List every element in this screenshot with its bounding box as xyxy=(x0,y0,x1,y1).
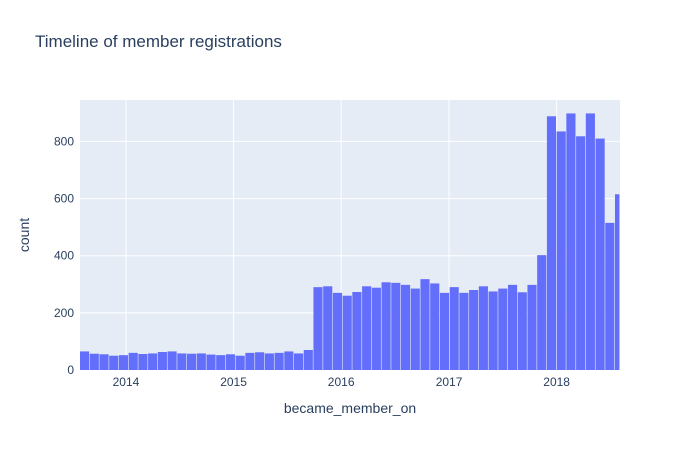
x-tick-label: 2015 xyxy=(220,375,247,389)
histogram-bar[interactable] xyxy=(614,194,620,370)
histogram-bar[interactable] xyxy=(245,352,255,370)
x-tick-label: 2018 xyxy=(543,375,570,389)
histogram-bar[interactable] xyxy=(352,292,362,370)
histogram-bar[interactable] xyxy=(342,295,352,370)
histogram-bar[interactable] xyxy=(225,354,236,370)
histogram-bar[interactable] xyxy=(235,355,245,370)
x-tick-label: 2016 xyxy=(328,375,355,389)
histogram-bar[interactable] xyxy=(576,136,586,370)
x-tick-label: 2017 xyxy=(436,375,463,389)
x-axis-ticks: 2014 2015 2016 2017 2018 xyxy=(113,375,571,389)
histogram-bar[interactable] xyxy=(507,284,518,370)
histogram-bar[interactable] xyxy=(118,355,129,370)
histogram-bar[interactable] xyxy=(556,131,566,370)
histogram-bar[interactable] xyxy=(255,352,265,370)
histogram-bar[interactable] xyxy=(196,353,206,370)
y-tick-label: 600 xyxy=(54,192,74,206)
histogram-bar[interactable] xyxy=(264,353,274,370)
histogram-bar[interactable] xyxy=(439,292,450,370)
y-axis-label: count xyxy=(16,218,32,252)
histogram-bar[interactable] xyxy=(430,283,440,370)
histogram-bar[interactable] xyxy=(80,351,90,370)
histogram-bar[interactable] xyxy=(138,354,148,370)
histogram-bar[interactable] xyxy=(362,286,372,370)
histogram-bar[interactable] xyxy=(177,353,187,370)
histogram-bar[interactable] xyxy=(332,292,343,370)
histogram-bar[interactable] xyxy=(167,351,177,370)
histogram-bar[interactable] xyxy=(605,222,615,370)
histogram-bar[interactable] xyxy=(410,288,420,370)
histogram-bar[interactable] xyxy=(128,352,138,370)
x-axis-label: became_member_on xyxy=(284,400,416,416)
histogram-bar[interactable] xyxy=(293,353,304,370)
bars xyxy=(80,113,620,371)
histogram-bar[interactable] xyxy=(381,282,391,370)
histogram-bar[interactable] xyxy=(498,288,508,370)
histogram-bar[interactable] xyxy=(284,351,294,370)
y-tick-label: 400 xyxy=(54,249,74,263)
y-tick-label: 200 xyxy=(54,306,74,320)
histogram-bar[interactable] xyxy=(459,292,469,370)
histogram-bar[interactable] xyxy=(595,138,605,370)
histogram-bar[interactable] xyxy=(517,292,527,370)
histogram-bar[interactable] xyxy=(216,355,226,370)
histogram-bar[interactable] xyxy=(89,353,99,370)
histogram-bar[interactable] xyxy=(303,350,313,370)
histogram-bar[interactable] xyxy=(400,284,411,370)
x-tick-label: 2014 xyxy=(113,375,140,389)
y-axis-ticks: 0 200 400 600 800 xyxy=(54,134,74,377)
histogram-bar[interactable] xyxy=(391,282,401,370)
histogram-bar[interactable] xyxy=(157,352,167,370)
histogram-bar[interactable] xyxy=(148,353,158,370)
histogram-bar[interactable] xyxy=(313,287,323,370)
histogram-bar[interactable] xyxy=(546,116,557,371)
histogram-bar[interactable] xyxy=(537,255,547,370)
histogram-bar[interactable] xyxy=(566,113,576,370)
histogram-bar[interactable] xyxy=(527,284,537,370)
y-tick-label: 0 xyxy=(67,363,74,377)
chart-title: Timeline of member registrations xyxy=(35,32,282,51)
histogram-bar[interactable] xyxy=(420,279,430,370)
histogram-bar[interactable] xyxy=(488,291,498,370)
histogram-bar[interactable] xyxy=(186,353,197,370)
histogram-bar[interactable] xyxy=(469,290,479,370)
histogram-bar[interactable] xyxy=(585,113,595,370)
histogram-bar[interactable] xyxy=(323,286,333,370)
y-tick-label: 800 xyxy=(54,134,74,148)
histogram-bar[interactable] xyxy=(206,354,216,370)
histogram-bar[interactable] xyxy=(371,287,381,370)
histogram-bar[interactable] xyxy=(99,354,109,370)
histogram-bar[interactable] xyxy=(478,286,488,370)
histogram-bar[interactable] xyxy=(274,352,284,370)
histogram-bar[interactable] xyxy=(109,355,119,370)
histogram-bar[interactable] xyxy=(449,287,459,370)
